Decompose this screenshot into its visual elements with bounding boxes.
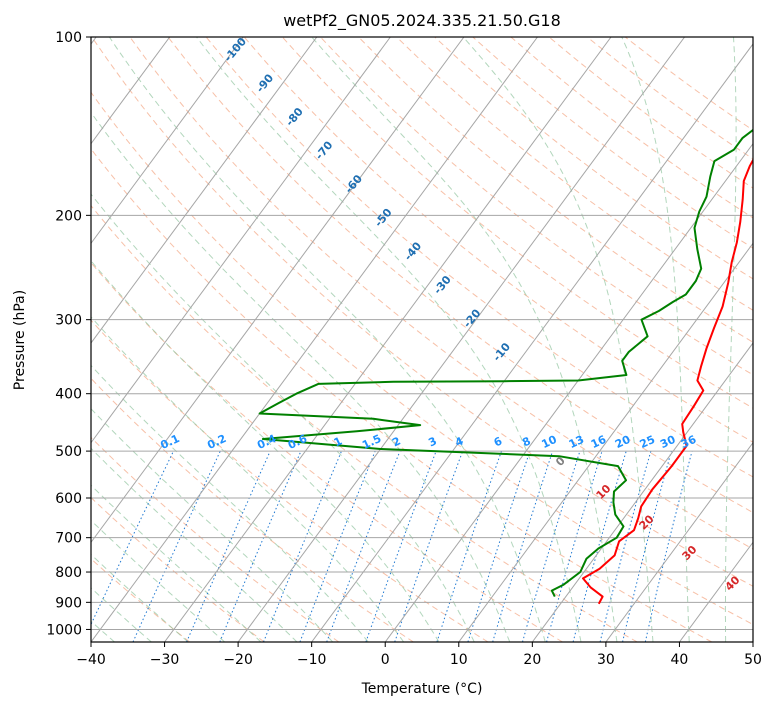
- mixing-ratio-label: 20: [613, 433, 633, 451]
- mixing-ratio-line: [219, 450, 302, 642]
- isotherm: [752, 641, 753, 642]
- isotherm: [384, 142, 753, 642]
- isotherm: [91, 37, 391, 444]
- isotherm: [458, 242, 753, 642]
- mixing-ratio-line: [436, 450, 502, 642]
- axis-ticks: −40 −30 −20 −10 0 10 20 30 40 50 100 200 300 400 500 60…: [46, 30, 762, 668]
- dry-adiabat: [91, 37, 753, 587]
- mixing-ratio-line: [492, 450, 554, 642]
- background-lines: [91, 37, 753, 642]
- isotherm: [91, 37, 465, 544]
- dry-adiabat: [91, 377, 414, 642]
- moist-adiabat: [91, 408, 334, 642]
- mixing-ratio-line: [263, 450, 342, 642]
- isotherm: [605, 441, 753, 642]
- moist-adiabat: [621, 37, 690, 642]
- moist-adiabat: [91, 587, 152, 642]
- mixing-ratio-line: [299, 450, 376, 642]
- moist-adiabat: [91, 519, 225, 642]
- y-tick-label: 500: [55, 444, 82, 460]
- profile-lines: [258, 128, 753, 605]
- dewpoint-line: [258, 128, 753, 598]
- moist-adiabat: [91, 447, 298, 642]
- moist-adiabat: [108, 37, 546, 642]
- moist-adiabat: [91, 484, 262, 642]
- moist-adiabat: [91, 111, 511, 642]
- isotherm: [91, 37, 318, 344]
- isotherm: [91, 37, 244, 245]
- isotherm: [91, 37, 538, 642]
- x-tick-label: 0: [381, 652, 390, 668]
- mixing-ratio-line: [186, 450, 271, 642]
- dry-adiabat: [320, 37, 753, 376]
- dry-adiabat: [396, 37, 753, 311]
- isotherm: [164, 37, 612, 642]
- x-axis-title: Temperature (°C): [361, 681, 483, 697]
- mixing-ratio-label: 10: [539, 433, 559, 451]
- mixing-ratio-line: [326, 450, 401, 642]
- isotherm: [91, 37, 171, 145]
- dry-adiabat: [91, 261, 563, 642]
- mixing-ratio-label: 36: [679, 433, 699, 451]
- dry-adiabat: [91, 91, 753, 626]
- mixing-ratio-label: 16: [589, 433, 609, 451]
- moist-adiabat: [196, 37, 582, 642]
- y-tick-label: 600: [55, 491, 82, 507]
- x-tick-label: −10: [297, 652, 327, 668]
- y-tick-label: 100: [55, 30, 82, 46]
- x-tick-label: 10: [450, 652, 468, 668]
- x-tick-label: 50: [744, 652, 762, 668]
- dry-adiabat: [358, 37, 753, 343]
- temperature-line: [582, 158, 753, 605]
- x-tick-label: −40: [76, 652, 106, 668]
- moist-adiabat: [311, 37, 618, 642]
- y-tick-label: 300: [55, 313, 82, 329]
- dry-adiabat: [167, 37, 753, 514]
- isotherm: [531, 342, 753, 642]
- mixing-ratio-label: 25: [638, 433, 657, 451]
- y-tick-label: 200: [55, 208, 82, 224]
- mixing-ratio-line: [522, 450, 581, 642]
- dry-adiabat: [91, 204, 638, 642]
- mixing-ratio-label: 30: [658, 433, 678, 451]
- y-tick-label: 900: [55, 595, 82, 611]
- y-tick-label: 400: [55, 387, 82, 403]
- y-axis-title: Pressure (hPa): [12, 290, 28, 390]
- mixing-ratio-line: [467, 450, 531, 642]
- plot-frame: [90, 36, 754, 643]
- x-tick-label: 20: [523, 652, 541, 668]
- isotherm: [311, 43, 753, 642]
- x-tick-label: −30: [150, 652, 180, 668]
- dry-adiabat: [91, 148, 713, 642]
- moist-adiabat: [462, 37, 654, 642]
- y-tick-label: 700: [55, 531, 82, 547]
- y-tick-label: 800: [55, 565, 82, 581]
- mixing-ratio-line: [546, 450, 603, 642]
- x-tick-label: 30: [597, 652, 615, 668]
- moist-adiabat: [724, 37, 737, 642]
- isotherm: [237, 37, 686, 642]
- moist-adiabat: [91, 364, 369, 642]
- mixing-ratio-line: [622, 450, 672, 642]
- y-tick-label: 1000: [46, 622, 82, 638]
- moist-adiabat: [91, 553, 189, 642]
- x-tick-label: 40: [671, 652, 689, 668]
- mixing-ratio-label: 13: [567, 433, 586, 451]
- moist-adiabat: [91, 260, 440, 642]
- mixing-ratio-line: [365, 450, 437, 642]
- moist-adiabat: [91, 316, 405, 642]
- mixing-ratio-line: [599, 450, 652, 642]
- x-tick-label: −20: [223, 652, 253, 668]
- chart-title: wetPf2_GN05.2024.335.21.50.G18: [283, 11, 561, 31]
